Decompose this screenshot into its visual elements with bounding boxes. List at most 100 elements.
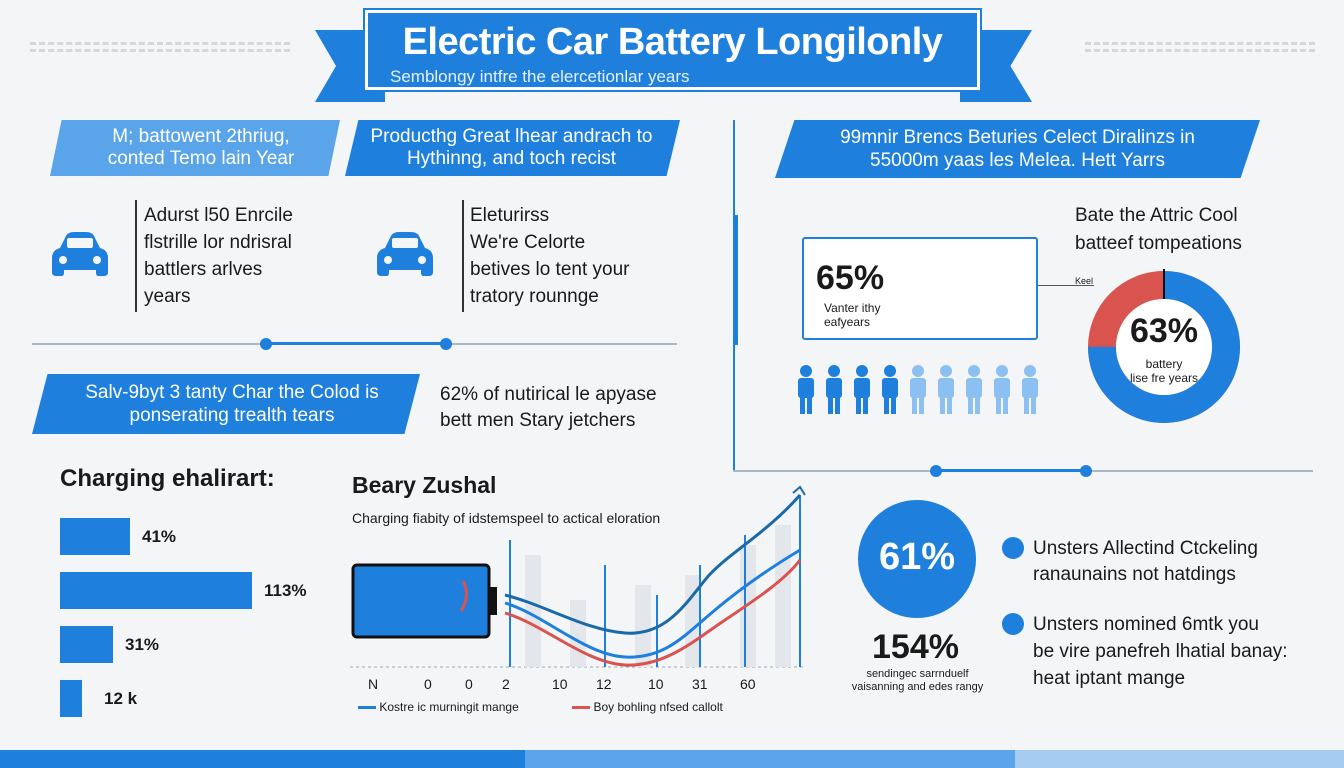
- page-subtitle: Semblongy intfre the elercetionlar years: [390, 67, 690, 86]
- charging-bar-label: 31%: [125, 635, 160, 654]
- charging-bar-label: 113%: [264, 581, 307, 600]
- xlabel-7: 10: [648, 676, 664, 692]
- charging-chart-title: Charging ehalirart:: [60, 465, 275, 492]
- legend-label-1: Kostre ic murningit mange: [379, 700, 519, 714]
- xlabel-8: 31: [692, 676, 708, 692]
- series-line-3: [504, 559, 802, 667]
- frame-node-2: [1080, 465, 1092, 477]
- right-banner: 99mnir Brencs Beturies Celect Diralinzs …: [775, 120, 1260, 178]
- series-line-2: [504, 548, 801, 659]
- page-title: Electric Car Battery Longilonly: [402, 21, 943, 63]
- line-chart: [350, 485, 806, 668]
- donut-caption-2: lise fre years: [1129, 371, 1199, 385]
- footer-stripe-3: [1015, 750, 1344, 768]
- xlabel-3: 0: [465, 676, 473, 692]
- people-row: [795, 364, 1065, 414]
- big-value: 154%: [872, 628, 959, 666]
- charging-bar: [60, 680, 82, 717]
- col1-line-2: flstrille lor ndrisral: [144, 232, 292, 253]
- percent-circle: 61%: [858, 500, 976, 618]
- right-banner-text: 99mnir Brencs Beturies Celect Diralinzs …: [840, 127, 1195, 171]
- line-chart-xlabels: N 0 0 2 10 12 10 31 60: [352, 676, 812, 694]
- bullet-icon-2: [1002, 613, 1024, 635]
- right-frame-accent: [734, 215, 738, 345]
- battery-icon: [351, 563, 491, 639]
- person-icon: [851, 364, 873, 414]
- divider-node-2: [440, 338, 452, 350]
- charging-bar: [60, 626, 113, 663]
- bullet-icon-1: [1002, 537, 1024, 559]
- charging-bar: [60, 518, 130, 555]
- col1-line-1: Adurst l50 Enrcile: [144, 205, 293, 226]
- bullet-2-line-2: be vire panefreh lhatial banay:: [1033, 641, 1288, 662]
- xlabel-6: 12: [596, 676, 612, 692]
- title-banner: Electric Car Battery Longilonly Semblong…: [365, 10, 980, 90]
- col1-text: Adurst l50 Enrcile flstrille lor ndrisra…: [144, 202, 293, 310]
- donut-heading-1: Bate the Attric Cool: [1075, 205, 1238, 226]
- stat-box: 65% Vanter ithy eafyears: [802, 237, 1038, 340]
- mid-text: 62% of nutirical le apyase bett men Star…: [440, 382, 657, 434]
- col1-divider: [135, 200, 137, 312]
- big-caption-2: vaisanning and edes rangy: [851, 681, 984, 693]
- legend-swatch-1: [358, 706, 376, 710]
- donut-caption: battery lise fre years: [1082, 357, 1246, 385]
- bullet-2-line-1: Unsters nomined 6mtk you: [1033, 614, 1259, 635]
- right-frame-bottom-accent: [935, 469, 1085, 472]
- percent-circle-value: 61%: [878, 536, 956, 578]
- footer-stripe-2: [525, 750, 1015, 768]
- line-chart-legend: Kostre ic murningit mange Boy bohling nf…: [358, 700, 723, 714]
- charging-bar-label: 12 k: [104, 689, 138, 708]
- charging-bar: [60, 572, 252, 609]
- xlabel-9: 60: [740, 676, 756, 692]
- person-icon: [963, 364, 985, 414]
- donut-small-label: Keel: [1075, 276, 1094, 286]
- col2-line-2: We're Celorte: [470, 232, 586, 253]
- donut-value: 63%: [1129, 312, 1199, 350]
- bullet-1-line-2: ranaunains not hatdings: [1033, 564, 1236, 585]
- tag-left-2: Producthg Great lhear andrach to Hythinn…: [345, 120, 680, 176]
- person-icon: [795, 364, 817, 414]
- header-left-dashes: [30, 42, 290, 52]
- divider-node-1: [260, 338, 272, 350]
- car-icon-1: [52, 232, 108, 276]
- mid-text-line-2: bett men Stary jetchers: [440, 410, 636, 431]
- big-caption: sendingec sarrnduelf vaisanning and edes…: [845, 668, 990, 694]
- legend-label-2: Boy bohling nfsed callolt: [593, 700, 723, 714]
- connector-line: [1038, 285, 1094, 286]
- tag-left-1: M; battowent 2thriug, conted Temo lain Y…: [50, 120, 340, 176]
- xlabel-4: 2: [502, 676, 510, 692]
- col2-line-4: tratory rounnge: [470, 286, 599, 307]
- xlabel-2: 0: [424, 676, 432, 692]
- line-chart-subtitle: Charging fiabity of idstemspeel to actic…: [352, 510, 661, 526]
- donut-chart: [1088, 269, 1240, 423]
- xlabel-5: 10: [552, 676, 568, 692]
- bullet-text-1: Unsters Allectind Ctckeling ranaunains n…: [1033, 536, 1258, 588]
- col2-divider: [462, 200, 464, 312]
- header-right-dashes: [1085, 42, 1315, 52]
- bullet-text-2: Unsters nomined 6mtk you be vire panefre…: [1033, 611, 1288, 692]
- tag-left-1-text: M; battowent 2thriug, conted Temo lain Y…: [107, 126, 295, 169]
- bullet-2-line-3: heat iptant mange: [1033, 668, 1186, 689]
- frame-node-1: [930, 465, 942, 477]
- donut-heading-2: batteef tompeations: [1075, 233, 1242, 254]
- stat-box-caption: Vanter ithy eafyears: [824, 301, 880, 329]
- mid-text-line-1: 62% of nutirical le apyase: [440, 384, 657, 405]
- person-icon: [935, 364, 957, 414]
- bullet-1-line-1: Unsters Allectind Ctckeling: [1033, 538, 1258, 559]
- stat-box-value: 65%: [816, 259, 885, 297]
- col2-line-3: betives lo tent your: [470, 259, 630, 280]
- big-caption-1: sendingec sarrnduelf: [866, 668, 969, 680]
- person-icon: [823, 364, 845, 414]
- xlabel-1: N: [368, 676, 379, 692]
- col2-line-1: Eleturirss: [470, 205, 550, 226]
- person-icon: [879, 364, 901, 414]
- charging-bar-area: 41% 113% 31% 12 k: [60, 510, 340, 720]
- col2-text: Eleturirss We're Celorte betives lo tent…: [470, 202, 629, 310]
- stat-box-caption-1: Vanter ithy: [824, 301, 881, 315]
- col1-line-3: battlers arlves: [144, 259, 263, 280]
- charging-bar-label: 41%: [142, 527, 177, 546]
- tag-left-2-text: Producthg Great lhear andrach to Hythinn…: [370, 126, 653, 169]
- donut-heading: Bate the Attric Cool batteef tompeations: [1075, 202, 1242, 258]
- person-icon: [907, 364, 929, 414]
- left-divider-accent: [265, 342, 445, 345]
